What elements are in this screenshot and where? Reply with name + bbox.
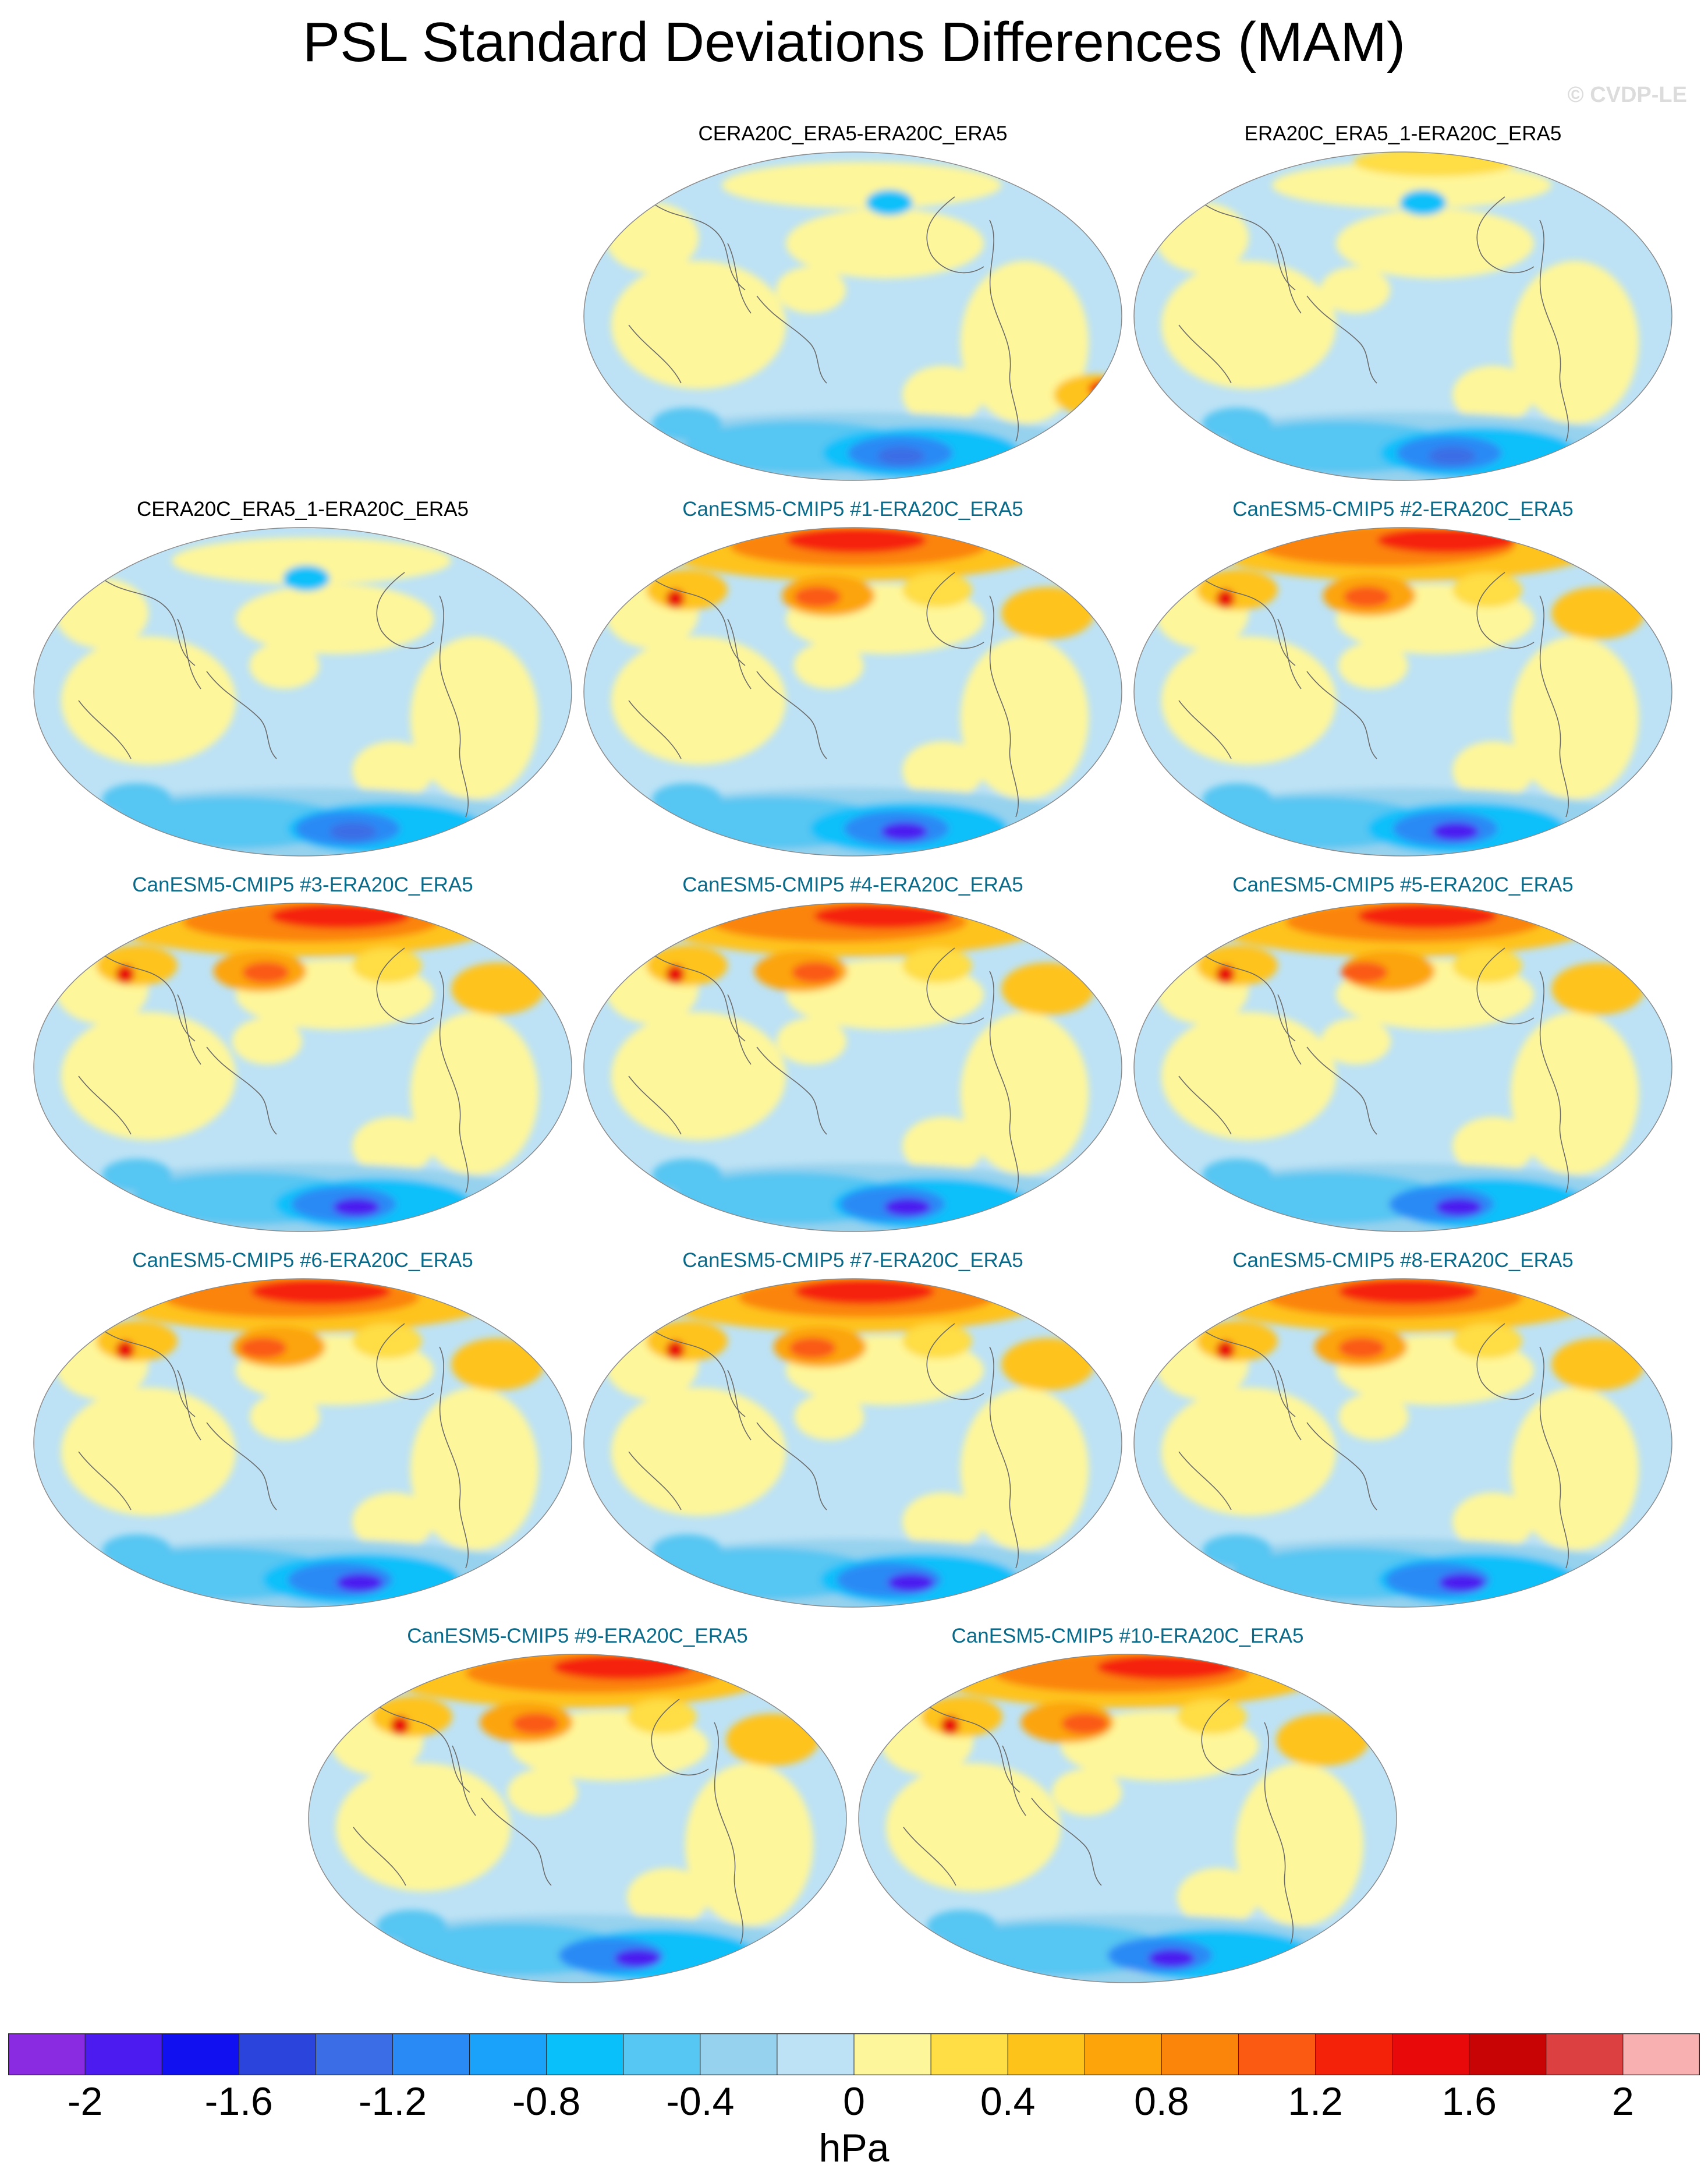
colorbar-swatch xyxy=(316,2033,393,2075)
global-map xyxy=(858,1654,1397,1983)
map-panel: CanESM5-CMIP5 #9-ERA20C_ERA5 xyxy=(307,1625,848,2003)
global-map xyxy=(308,1654,847,1983)
colorbar-swatch xyxy=(1085,2033,1162,2075)
global-map xyxy=(1133,151,1672,481)
colorbar-tick-label: 1.2 xyxy=(1288,2079,1343,2124)
colorbar-swatch xyxy=(1161,2033,1239,2075)
global-map xyxy=(33,1278,572,1608)
map-panel: CanESM5-CMIP5 #8-ERA20C_ERA5 xyxy=(1132,1249,1674,1627)
map-panel: CanESM5-CMIP5 #4-ERA20C_ERA5 xyxy=(582,873,1124,1252)
colorbar-tick-label: -1.6 xyxy=(204,2079,273,2124)
colorbar-swatch xyxy=(469,2033,547,2075)
panel-title: CERA20C_ERA5_1-ERA20C_ERA5 xyxy=(137,498,469,521)
global-map xyxy=(1133,1278,1672,1608)
map-panel: CanESM5-CMIP5 #2-ERA20C_ERA5 xyxy=(1132,498,1674,876)
colorbar-swatch xyxy=(1315,2033,1393,2075)
global-map xyxy=(583,903,1122,1232)
colorbar-units: hPa xyxy=(818,2126,890,2170)
colorbar-swatch xyxy=(392,2033,470,2075)
colorbar-swatch xyxy=(85,2033,162,2075)
panel-title: CanESM5-CMIP5 #5-ERA20C_ERA5 xyxy=(1232,873,1574,896)
colorbar-swatch xyxy=(777,2033,855,2075)
panel-title: CanESM5-CMIP5 #3-ERA20C_ERA5 xyxy=(132,873,473,896)
panel-title: CanESM5-CMIP5 #6-ERA20C_ERA5 xyxy=(132,1249,473,1272)
credit-watermark: © CVDP-LE xyxy=(1567,83,1687,107)
colorbar-swatch xyxy=(8,2033,86,2075)
colorbar-swatch xyxy=(1238,2033,1316,2075)
colorbar-swatch xyxy=(931,2033,1008,2075)
colorbar-swatch xyxy=(1546,2033,1624,2075)
colorbar-swatch xyxy=(239,2033,316,2075)
map-panel: CanESM5-CMIP5 #7-ERA20C_ERA5 xyxy=(582,1249,1124,1627)
colorbar-tick-label: -1.2 xyxy=(358,2079,427,2124)
colorbar-tick-label: 1.6 xyxy=(1441,2079,1497,2124)
colorbar-tick-label: -0.8 xyxy=(512,2079,581,2124)
global-map xyxy=(583,151,1122,481)
panel-title: CERA20C_ERA5-ERA20C_ERA5 xyxy=(698,122,1008,145)
colorbar-swatch xyxy=(1469,2033,1547,2075)
global-map xyxy=(583,527,1122,857)
global-map xyxy=(1133,527,1672,857)
global-map xyxy=(33,527,572,857)
panel-title: CanESM5-CMIP5 #2-ERA20C_ERA5 xyxy=(1232,498,1574,521)
panel-title: CanESM5-CMIP5 #4-ERA20C_ERA5 xyxy=(682,873,1023,896)
panel-title: CanESM5-CMIP5 #9-ERA20C_ERA5 xyxy=(407,1625,748,1647)
panel-title: CanESM5-CMIP5 #1-ERA20C_ERA5 xyxy=(682,498,1023,521)
colorbar-swatch xyxy=(854,2033,931,2075)
colorbar-swatch xyxy=(623,2033,701,2075)
colorbar-tick-label: -2 xyxy=(67,2079,103,2124)
panel-title: CanESM5-CMIP5 #10-ERA20C_ERA5 xyxy=(951,1625,1304,1647)
colorbar-swatch xyxy=(546,2033,624,2075)
colorbar-swatch xyxy=(1622,2033,1700,2075)
panel-title: CanESM5-CMIP5 #8-ERA20C_ERA5 xyxy=(1232,1249,1574,1272)
map-panel: ERA20C_ERA5_1-ERA20C_ERA5 xyxy=(1132,122,1674,501)
colorbar xyxy=(8,2033,1700,2075)
global-map xyxy=(1133,903,1672,1232)
map-panel: CanESM5-CMIP5 #10-ERA20C_ERA5 xyxy=(857,1625,1398,2003)
colorbar-tick-label: 0.8 xyxy=(1134,2079,1189,2124)
figure-title: PSL Standard Deviations Differences (MAM… xyxy=(302,11,1406,73)
map-panel: CanESM5-CMIP5 #3-ERA20C_ERA5 xyxy=(32,873,573,1252)
global-map xyxy=(583,1278,1122,1608)
global-map xyxy=(33,903,572,1232)
colorbar-tick-label: -0.4 xyxy=(666,2079,735,2124)
colorbar-swatch xyxy=(1392,2033,1470,2075)
map-panel: CanESM5-CMIP5 #6-ERA20C_ERA5 xyxy=(32,1249,573,1627)
panel-title: ERA20C_ERA5_1-ERA20C_ERA5 xyxy=(1244,122,1562,145)
panel-title: CanESM5-CMIP5 #7-ERA20C_ERA5 xyxy=(682,1249,1023,1272)
colorbar-tick-label: 2 xyxy=(1611,2079,1634,2124)
colorbar-swatch xyxy=(700,2033,778,2075)
colorbar-swatch xyxy=(162,2033,239,2075)
colorbar-swatch xyxy=(1008,2033,1085,2075)
map-panel: CERA20C_ERA5-ERA20C_ERA5 xyxy=(582,122,1124,501)
map-panel: CERA20C_ERA5_1-ERA20C_ERA5 xyxy=(32,498,573,876)
colorbar-tick-label: 0 xyxy=(843,2079,865,2124)
map-panel: CanESM5-CMIP5 #1-ERA20C_ERA5 xyxy=(582,498,1124,876)
map-panel: CanESM5-CMIP5 #5-ERA20C_ERA5 xyxy=(1132,873,1674,1252)
colorbar-tick-label: 0.4 xyxy=(980,2079,1036,2124)
